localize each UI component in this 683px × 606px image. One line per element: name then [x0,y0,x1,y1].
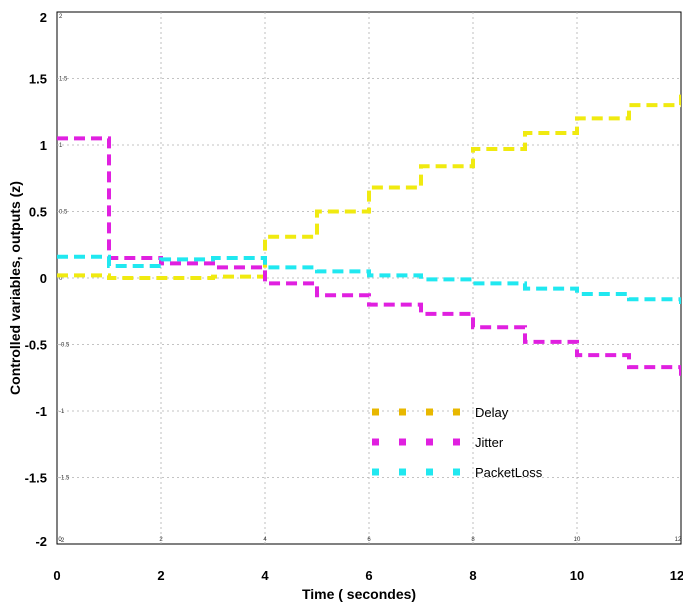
y-tick-label-minor: 2 [59,14,63,20]
legend-label-packetloss: PacketLoss [475,465,543,480]
y-tick-label-minor: 0 [59,276,63,282]
x-tick-label: 10 [570,568,584,583]
x-tick-label: 6 [365,568,372,583]
y-tick-label: 1 [40,138,47,153]
y-tick-label-minor: -1.5 [59,476,70,482]
x-tick-label-minor: 10 [574,537,581,543]
y-tick-label-minor: -0.5 [59,343,70,349]
y-tick-label-minor: 1.5 [59,77,68,83]
legend-label-delay: Delay [475,405,509,420]
x-tick-label-minor: 12 [675,537,682,543]
y-tick-label: -1 [35,404,47,419]
x-tick-label-minor: 0 [58,537,62,543]
x-tick-label-minor: 6 [367,537,371,543]
x-tick-label-minor: 2 [159,537,163,543]
y-tick-label-minor: 0.5 [59,210,68,216]
x-tick-label: 2 [157,568,164,583]
y-tick-label: -2 [35,534,47,549]
x-tick-label: 8 [469,568,476,583]
y-tick-label: 2 [40,10,47,25]
y-tick-label-minor: 1 [59,143,63,149]
y-tick-label: -1.5 [25,471,47,486]
y-tick-label-minor: -2 [59,538,65,544]
y-tick-label-minor: -1 [59,409,65,415]
y-tick-label: 1.5 [29,72,47,87]
x-tick-label: 0 [53,568,60,583]
x-tick-label: 4 [261,568,269,583]
y-tick-label: 0.5 [29,205,47,220]
y-tick-label: 0 [40,271,47,286]
y-tick-label: -0.5 [25,338,47,353]
x-tick-label-minor: 4 [263,537,267,543]
x-tick-label-minor: 8 [471,537,475,543]
series-line-packetloss [57,254,681,304]
y-axis-title: Controlled variables, outputs (z) [7,181,23,395]
series-line-delay [57,92,681,280]
x-tick-label: 12 [670,568,683,583]
x-axis-title: Time ( secondes) [302,586,416,602]
legend-label-jitter: Jitter [475,435,504,450]
